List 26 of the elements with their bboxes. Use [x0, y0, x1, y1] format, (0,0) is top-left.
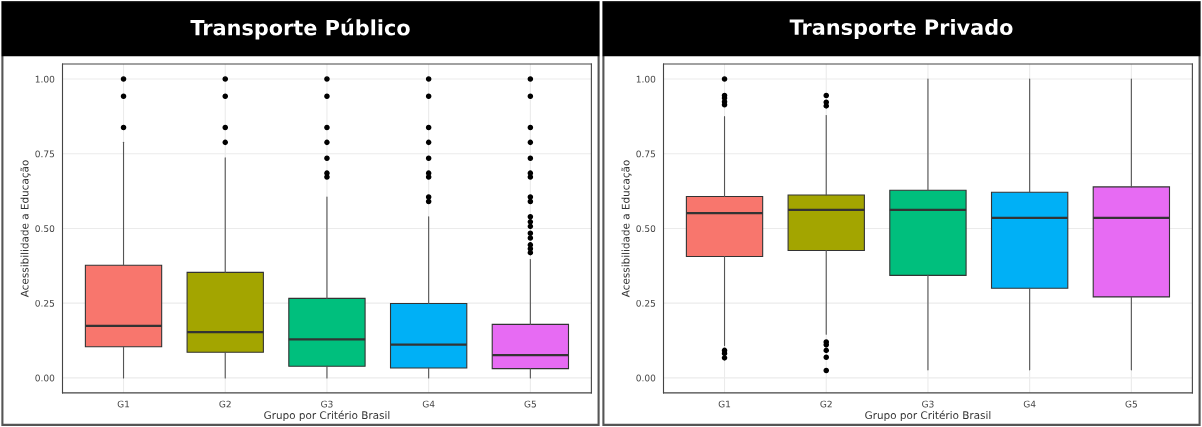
x-tick-label: G1 — [117, 400, 130, 408]
x-tick-label: G5 — [524, 400, 536, 408]
y-axis-title: Acessibilidade a Educação — [621, 160, 632, 298]
x-tick-label: G2 — [219, 400, 231, 408]
y-tick-label: 0.00 — [35, 374, 55, 382]
x-tick-label: G5 — [1125, 400, 1137, 408]
x-tick-label: G3 — [922, 400, 934, 408]
y-tick-label: 0.00 — [636, 374, 656, 382]
y-tick-label: 0.50 — [636, 225, 656, 232]
x-axis-title: Grupo por Critério Brasil — [865, 410, 991, 422]
x-tick-label: G1 — [718, 400, 731, 408]
y-tick-label: 0.25 — [35, 299, 55, 307]
x-tick-label: G4 — [422, 400, 435, 408]
y-tick-label: 0.75 — [35, 150, 55, 158]
y-tick-label: 0.25 — [636, 299, 656, 307]
y-axis-title: Acessibilidade a Educação — [20, 160, 31, 298]
y-tick-label: 0.75 — [636, 150, 656, 158]
x-tick-label: G2 — [820, 400, 832, 408]
x-axis-title: Grupo por Critério Brasil — [264, 410, 390, 422]
chart-title: Transporte Privado — [789, 18, 1013, 40]
y-tick-label: 0.50 — [35, 225, 55, 232]
y-tick-label: 1.00 — [636, 75, 656, 83]
y-tick-label: 1.00 — [35, 75, 55, 83]
chart-title: Transporte Público — [190, 18, 410, 40]
x-tick-label: G4 — [1023, 400, 1036, 408]
x-tick-label: G3 — [321, 400, 333, 408]
